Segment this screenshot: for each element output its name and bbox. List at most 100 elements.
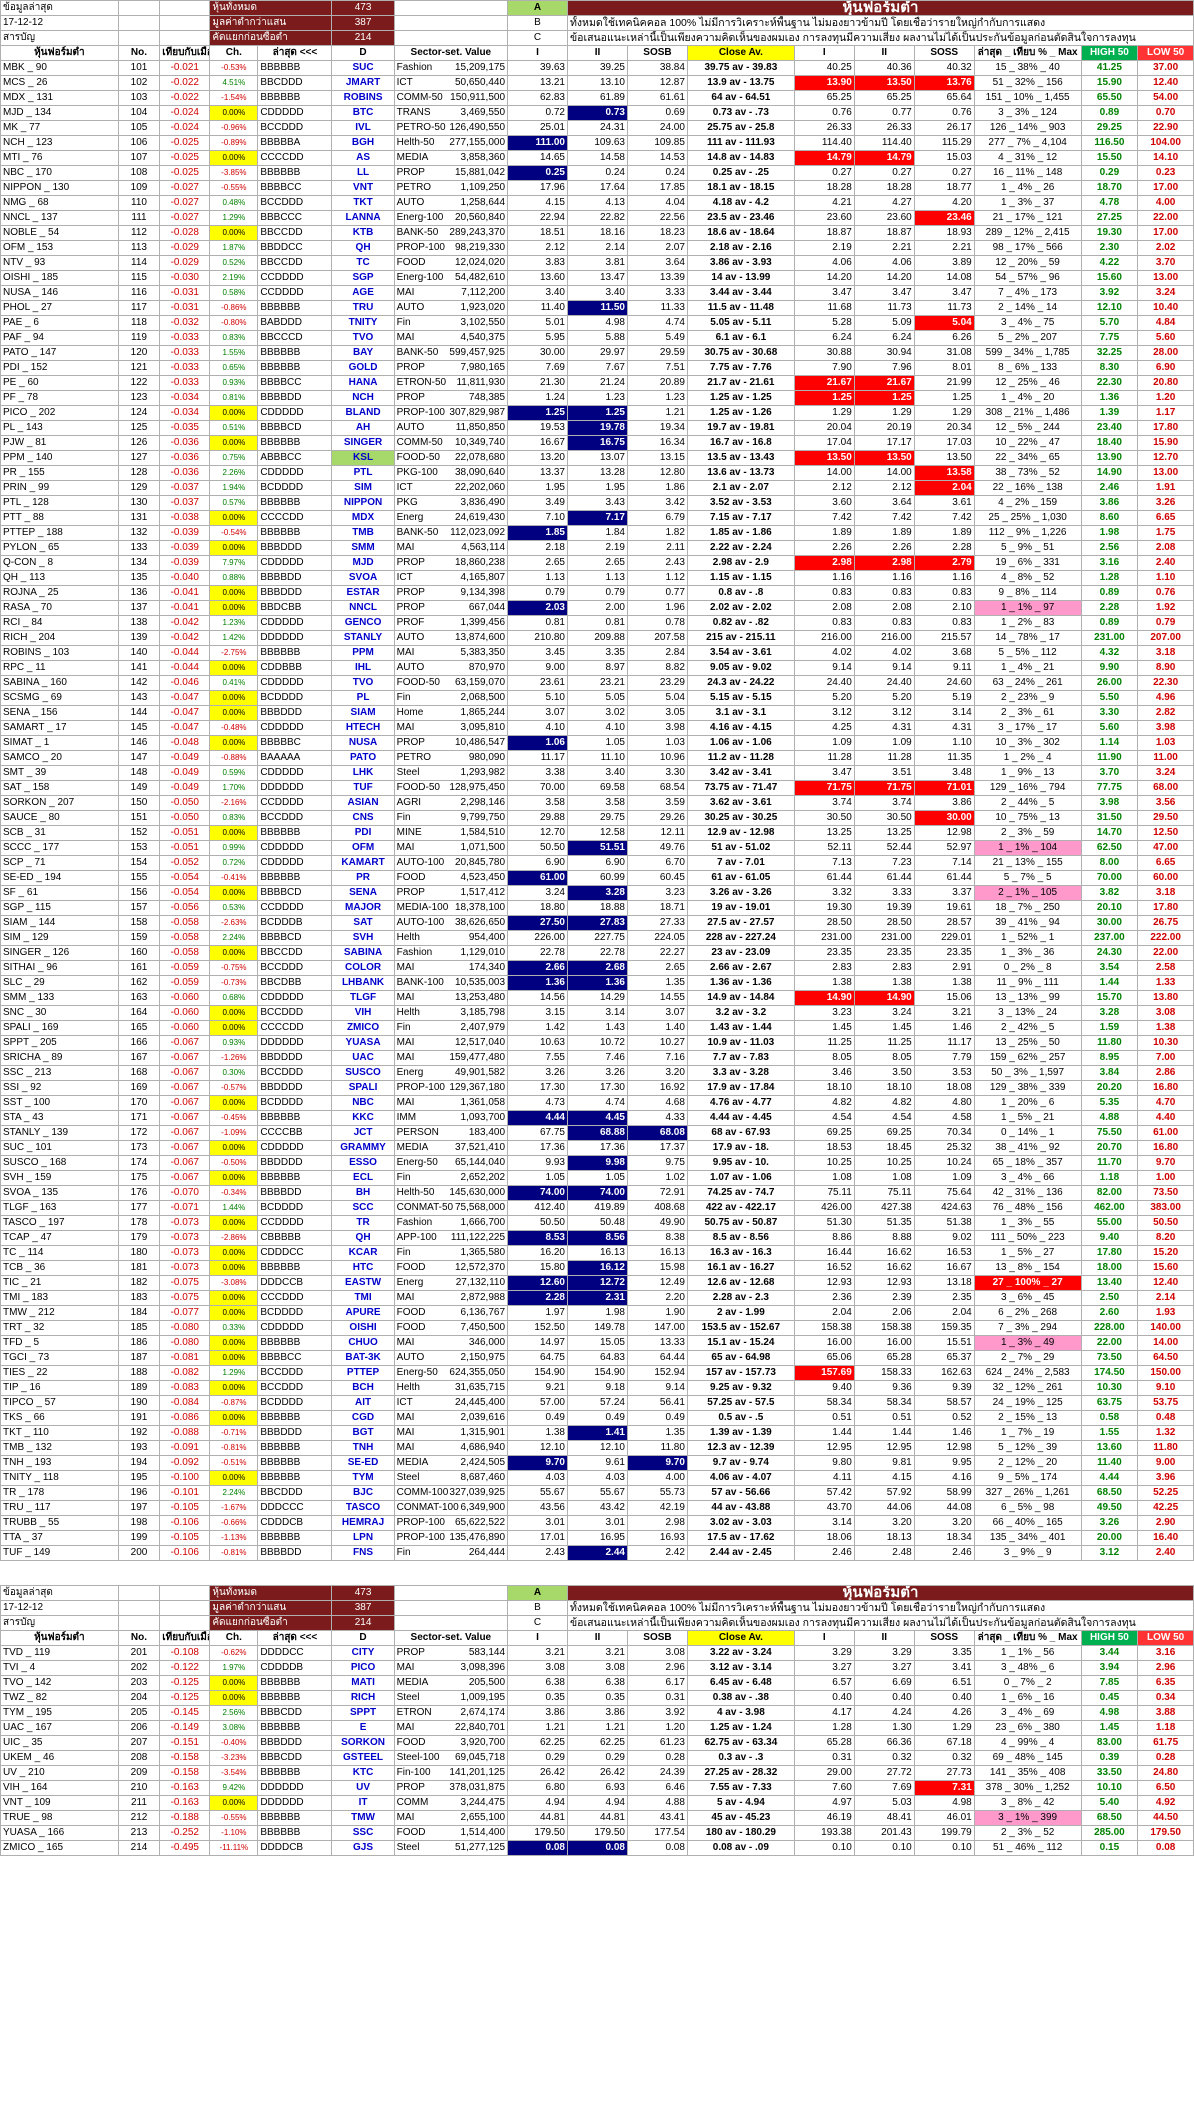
row-sector: FOOD: [396, 1262, 426, 1273]
row-last: 3 _ 13% _ 24: [973, 1005, 1082, 1021]
row-sector: Fashion: [396, 947, 433, 958]
row-pct: -3.23%: [209, 1750, 259, 1766]
row-no: 110: [117, 195, 161, 211]
row-last: 38 _ 41% _ 92: [973, 1140, 1082, 1156]
row-i: 0.81: [507, 615, 568, 631]
row-close: 16.3 av - 16.3: [686, 1245, 795, 1261]
row-value: 54,482,610: [454, 272, 506, 283]
row-close: 3.2 av - 3.2: [686, 1005, 795, 1021]
row-ii2: 3.20: [853, 1515, 915, 1531]
row-ii: 2.00: [567, 600, 628, 616]
row-last: 5 _ 9% _ 51: [973, 540, 1082, 556]
row-i2: 114.40: [793, 135, 855, 151]
row-name: SORKON _ 207: [0, 795, 119, 811]
row-pct: 0.00%: [209, 825, 259, 841]
row-sosb: 2.65: [626, 960, 688, 976]
row-sector-value: PETRO-50 126,490,550: [393, 120, 509, 136]
below-book-value: 387: [331, 1600, 395, 1616]
row-i: 22.78: [507, 945, 568, 961]
row-pct: 7.97%: [209, 555, 259, 571]
row-sosb: 60.45: [626, 870, 688, 886]
row-no: 139: [117, 630, 161, 646]
row-no: 207: [117, 1735, 161, 1751]
row-ii: 2.14: [567, 240, 628, 256]
row-level: BBBBBB: [257, 1765, 333, 1781]
row-pct: 0.00%: [209, 1675, 259, 1691]
row-sosb: 49.90: [626, 1215, 688, 1231]
row-change: -0.084: [159, 1395, 211, 1411]
row-high: 26.00: [1080, 675, 1139, 691]
row-close: 64 av - 64.51: [686, 90, 795, 106]
row-close: 24.3 av - 24.22: [686, 675, 795, 691]
row-sosb: 4.04: [626, 195, 688, 211]
row-level: BBDDDD: [257, 1080, 333, 1096]
row-high: 4.22: [1080, 255, 1139, 271]
row-sosb: 0.78: [626, 615, 688, 631]
row-high: 5.40: [1080, 1795, 1139, 1811]
row-high: 0.89: [1080, 615, 1139, 631]
row-pct: 0.99%: [209, 840, 259, 856]
row-name: TRU _ 117: [0, 1500, 119, 1516]
row-sosb: 2.96: [626, 1660, 688, 1676]
blank-cell: [117, 1585, 161, 1601]
row-soss: 15.06: [913, 990, 975, 1006]
row-ii: 3.01: [567, 1515, 628, 1531]
row-high: 0.89: [1080, 105, 1139, 121]
row-i2: 4.17: [793, 1705, 855, 1721]
table-row: STA _ 43 171 -0.067 -0.45% BBBBBB KKC IMM 1,093…: [0, 1110, 1194, 1126]
letter-b: B: [507, 1600, 568, 1616]
row-last: 8 _ 6% _ 133: [973, 360, 1082, 376]
row-low: 0.79: [1137, 615, 1194, 631]
row-name: UKEM _ 46: [0, 1750, 119, 1766]
row-ii2: 20.19: [853, 420, 915, 436]
row-change: -0.050: [159, 810, 211, 826]
row-value: 667,044: [468, 602, 506, 613]
row-pct: 9.42%: [209, 1780, 259, 1796]
row-high: 3.30: [1080, 705, 1139, 721]
row-last: 3 _ 48% _ 6: [973, 1660, 1082, 1676]
row-ii2: 4.27: [853, 195, 915, 211]
row-sosb: 11.80: [626, 1440, 688, 1456]
row-high: 2.28: [1080, 600, 1139, 616]
row-symbol: LHK: [331, 765, 395, 781]
row-high: 18.40: [1080, 435, 1139, 451]
row-close: 3.1 av - 3.1: [686, 705, 795, 721]
row-ii: 1.25: [567, 405, 628, 421]
table-row: TMB _ 132 193 -0.091 -0.81% BBBBBB TNH MAI 4,68…: [0, 1440, 1194, 1456]
row-pct: 0.88%: [209, 570, 259, 586]
row-sosb: 0.31: [626, 1690, 688, 1706]
blank-cell: [393, 30, 509, 46]
row-name: UAC _ 167: [0, 1720, 119, 1736]
row-pct: 0.00%: [209, 945, 259, 961]
row-close: 44 av - 43.88: [686, 1500, 795, 1516]
row-close: 0.25 av - .25: [686, 165, 795, 181]
row-soss: 162.63: [913, 1365, 975, 1381]
row-no: 153: [117, 840, 161, 856]
row-symbol: BH: [331, 1185, 395, 1201]
row-ii2: 3.64: [853, 495, 915, 511]
row-sector-value: MAI 1,071,500: [393, 840, 509, 856]
row-name: SMT _ 39: [0, 765, 119, 781]
row-i: 8.53: [507, 1230, 568, 1246]
date-value: 17-12-12: [0, 1600, 119, 1616]
row-close: 27.25 av - 28.32: [686, 1765, 795, 1781]
row-sector: PROP: [396, 557, 425, 568]
row-value: 954,400: [468, 932, 506, 943]
row-sector: ETRON: [396, 1707, 432, 1718]
row-i2: 158.38: [793, 1320, 855, 1336]
table-row: OFM _ 153 113 -0.029 1.87% BBDDCC QH PROP-100 9…: [0, 240, 1194, 256]
row-close: 19.7 av - 19.81: [686, 420, 795, 436]
table-row: PRIN _ 99 129 -0.037 1.94% BCDDDD SIM ICT 22,20…: [0, 480, 1194, 496]
row-i: 3.58: [507, 795, 568, 811]
row-i2: 2.98: [793, 555, 855, 571]
row-no: 118: [117, 315, 161, 331]
row-level: BBBCDD: [257, 1705, 333, 1721]
row-value: 10,486,547: [454, 737, 506, 748]
row-soss: 11.73: [913, 300, 975, 316]
row-no: 109: [117, 180, 161, 196]
table-row: PYLON _ 65 133 -0.039 0.00% BBBDDD SMM MAI 4,56…: [0, 540, 1194, 556]
row-name: TASCO _ 197: [0, 1215, 119, 1231]
blank-cell: [393, 0, 509, 16]
row-symbol: BGT: [331, 1425, 395, 1441]
row-change: -0.071: [159, 1200, 211, 1216]
